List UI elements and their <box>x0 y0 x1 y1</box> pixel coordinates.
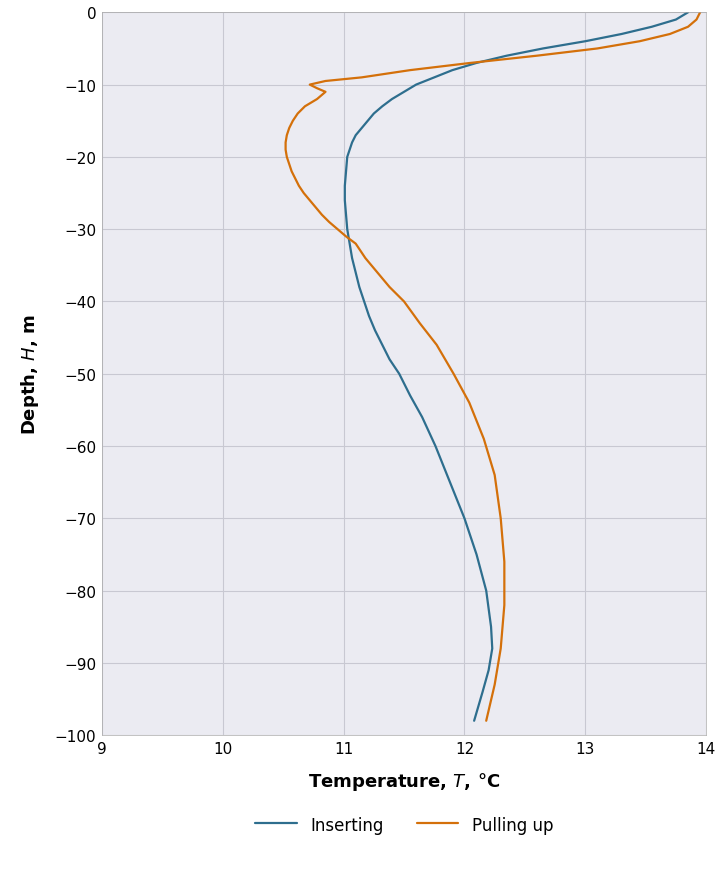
Inserting <box>348 138 357 149</box>
Y-axis label: Depth, $\mathit{H}$, m: Depth, $\mathit{H}$, m <box>19 315 41 434</box>
Inserting <box>363 116 372 127</box>
Inserting <box>472 549 481 560</box>
Inserting <box>581 37 590 48</box>
Pulling up <box>306 81 314 91</box>
Inserting <box>482 586 491 596</box>
Pulling up <box>301 102 309 113</box>
Inserting <box>341 196 349 206</box>
Inserting <box>472 58 481 69</box>
Inserting <box>672 15 681 26</box>
Inserting <box>460 514 469 525</box>
Inserting <box>348 253 357 264</box>
Inserting <box>360 297 368 307</box>
Inserting <box>647 22 656 33</box>
Inserting <box>378 340 387 351</box>
Inserting <box>470 716 478 727</box>
Inserting <box>431 441 440 452</box>
Inserting <box>357 123 366 134</box>
Inserting <box>448 66 456 76</box>
Inserting <box>343 225 352 236</box>
Inserting <box>395 369 403 380</box>
Inserting <box>341 210 350 221</box>
Inserting <box>617 29 626 40</box>
Inserting <box>352 131 360 142</box>
Inserting <box>684 8 692 19</box>
Pulling up <box>341 232 350 243</box>
Inserting <box>446 478 454 488</box>
Line: Inserting: Inserting <box>345 13 688 721</box>
Inserting <box>352 268 360 278</box>
Inserting <box>487 622 496 633</box>
Pulling up <box>373 268 381 278</box>
Inserting <box>355 283 364 293</box>
Inserting <box>378 102 387 113</box>
Pulling up <box>482 716 491 727</box>
Inserting <box>502 51 511 62</box>
Inserting <box>418 412 427 423</box>
Inserting <box>488 643 496 654</box>
Line: Pulling up: Pulling up <box>285 13 700 721</box>
Pulling up <box>696 8 705 19</box>
Inserting <box>365 311 373 322</box>
Inserting <box>341 167 350 177</box>
Inserting <box>370 109 379 120</box>
Inserting <box>371 326 379 337</box>
Inserting <box>345 239 354 250</box>
Inserting <box>341 182 349 192</box>
Pulling up <box>491 680 499 690</box>
Inserting <box>400 88 408 98</box>
Legend: Inserting, Pulling up: Inserting, Pulling up <box>255 816 553 834</box>
Pulling up <box>293 109 302 120</box>
Inserting <box>412 81 421 91</box>
X-axis label: Temperature, $\mathit{T}$, °C: Temperature, $\mathit{T}$, °C <box>308 770 500 792</box>
Inserting <box>539 44 547 55</box>
Inserting <box>484 665 493 676</box>
Inserting <box>387 95 396 105</box>
Inserting <box>430 73 439 83</box>
Inserting <box>478 687 487 697</box>
Inserting <box>385 354 394 365</box>
Inserting <box>343 152 352 163</box>
Inserting <box>345 145 354 156</box>
Inserting <box>405 391 414 401</box>
